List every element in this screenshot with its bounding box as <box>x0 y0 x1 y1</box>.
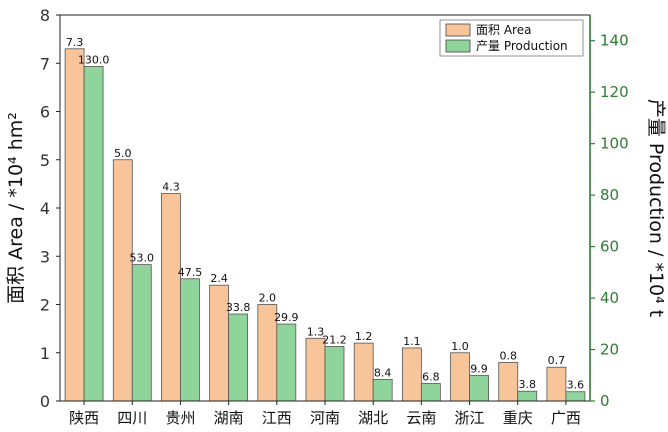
left-tick-label: 7 <box>40 54 50 73</box>
left-axis-title: 面积 Area / *10⁴ hm² <box>5 112 27 304</box>
data-label-production: 130.0 <box>78 53 110 66</box>
data-label-production: 3.6 <box>567 379 585 392</box>
data-label-area: 1.2 <box>355 330 373 343</box>
data-label-production: 8.4 <box>374 366 392 379</box>
bar-area <box>161 193 181 402</box>
bar-production <box>565 391 586 402</box>
x-tick-label: 陕西 <box>69 409 99 427</box>
legend-swatch-production <box>445 39 471 53</box>
bar-production <box>517 390 538 402</box>
bar-area <box>546 366 567 402</box>
bar-production <box>420 383 441 402</box>
right-tick-label: 40 <box>600 289 619 307</box>
bar-area <box>450 352 470 402</box>
legend-swatch-area <box>445 23 471 37</box>
bar-area <box>64 48 85 402</box>
data-label-area: 4.3 <box>162 181 180 194</box>
data-label-production: 29.9 <box>274 311 299 324</box>
data-label-production: 3.8 <box>518 378 536 391</box>
bar-production <box>324 346 345 402</box>
bar-area <box>498 361 519 402</box>
x-tick-label: 湖北 <box>358 409 388 427</box>
data-label-area: 2.0 <box>259 292 277 305</box>
data-label-area: 0.7 <box>548 354 566 367</box>
bar-production <box>228 313 249 402</box>
right-tick-label: 140 <box>600 32 629 50</box>
bar-production <box>372 378 393 402</box>
bar-production <box>131 264 152 402</box>
bar-area <box>401 347 422 402</box>
x-tick-label: 湖南 <box>214 409 244 427</box>
right-axis-title: 产量 Production / *10⁴ t <box>645 99 667 317</box>
data-label-production: 47.5 <box>178 266 203 279</box>
x-tick-label: 四川 <box>117 409 147 427</box>
left-tick-label: 4 <box>40 199 50 218</box>
x-tick-label: 浙江 <box>455 409 485 427</box>
right-axis: 0 20 40 60 80 100 120 140 <box>589 15 629 410</box>
data-labels-group: 7.3 130.0 5.0 53.0 4.3 47.5 2.4 33.8 2.0 29.9 1.32… <box>66 36 584 392</box>
bar-area <box>353 342 374 402</box>
data-label-production: 9.9 <box>470 363 488 376</box>
left-tick-label: 1 <box>40 344 50 363</box>
left-tick-label: 0 <box>40 392 50 411</box>
bar-area <box>305 337 326 402</box>
left-tick-label: 8 <box>40 6 50 25</box>
data-label-area: 1.0 <box>451 340 469 353</box>
data-label-area: 5.0 <box>114 147 132 160</box>
bar-production <box>180 278 200 402</box>
data-label-production: 53.0 <box>130 252 155 265</box>
data-label-area: 0.8 <box>499 349 517 362</box>
data-label-area: 2.4 <box>210 272 228 285</box>
right-tick-label: 100 <box>600 135 629 153</box>
left-tick-label: 5 <box>40 151 50 170</box>
bar-production <box>469 375 489 402</box>
x-tick-label: 广西 <box>551 409 581 427</box>
x-tick-label: 江西 <box>262 409 292 427</box>
left-tick-label: 2 <box>40 296 50 315</box>
right-tick-label: 0 <box>600 392 610 410</box>
data-label-production: 6.8 <box>422 371 440 384</box>
x-tick-label: 云南 <box>406 409 436 427</box>
x-tick-label: 重庆 <box>503 409 533 427</box>
data-label-production: 33.8 <box>226 301 251 314</box>
x-axis: 陕西 四川 贵州 湖南 江西 河南 湖北 云南 浙江 重庆 广西 <box>69 401 581 427</box>
left-tick-label: 6 <box>40 103 50 122</box>
data-label-area: 1.1 <box>403 335 421 348</box>
data-label-area: 7.3 <box>66 36 84 49</box>
bar-production <box>276 323 297 402</box>
x-tick-label: 贵州 <box>165 409 195 427</box>
right-tick-label: 80 <box>600 186 619 204</box>
legend-label-area: 面积 Area <box>476 23 531 37</box>
left-axis: 0 1 2 3 4 5 6 7 8 <box>40 6 60 411</box>
data-label-area: 1.3 <box>307 325 325 338</box>
data-label-production: 21.2 <box>322 333 347 346</box>
bar-area <box>112 159 133 402</box>
bars-group <box>64 48 586 402</box>
right-tick-label: 20 <box>600 341 619 359</box>
legend: 面积 Area 产量 Production <box>439 19 584 57</box>
left-tick-label: 3 <box>40 247 50 266</box>
right-tick-label: 60 <box>600 238 619 256</box>
bar-production <box>83 66 104 402</box>
right-tick-label: 120 <box>600 83 629 101</box>
legend-label-production: 产量 Production <box>476 39 568 53</box>
x-tick-label: 河南 <box>310 409 340 427</box>
